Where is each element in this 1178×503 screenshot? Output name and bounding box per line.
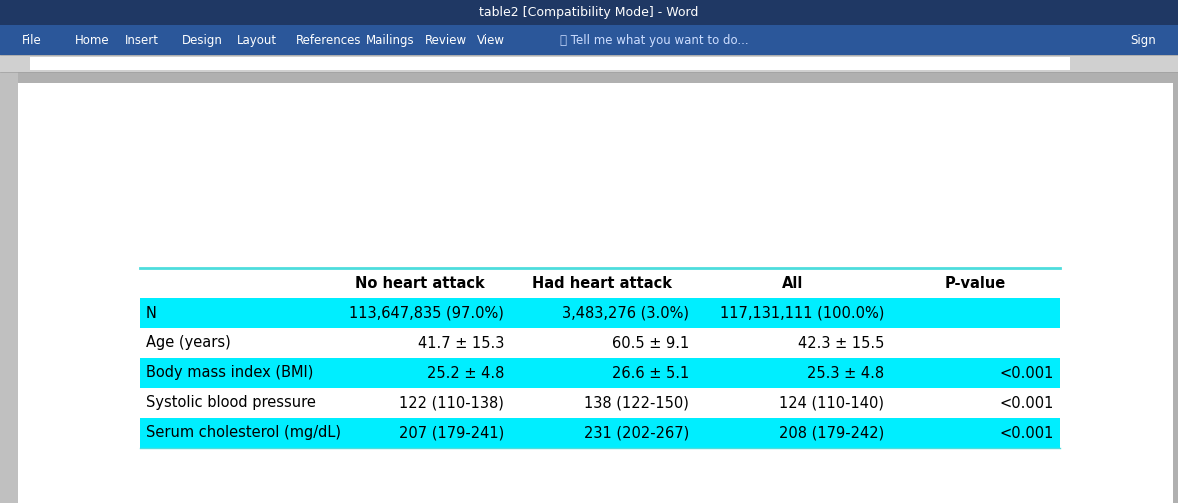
Text: View: View [477, 34, 505, 46]
Text: Sign: Sign [1130, 34, 1156, 46]
Bar [140, 388, 1060, 418]
Text: Insert: Insert [125, 34, 159, 46]
Text: Had heart attack: Had heart attack [532, 277, 673, 292]
Text: Systolic blood pressure: Systolic blood pressure [146, 395, 316, 410]
Text: 3,483,276 (3.0%): 3,483,276 (3.0%) [562, 305, 689, 320]
Bar [140, 418, 1060, 448]
Bar [140, 298, 1060, 328]
Text: 138 (122-150): 138 (122-150) [584, 395, 689, 410]
Text: All: All [782, 277, 803, 292]
Text: 231 (202-267): 231 (202-267) [584, 426, 689, 441]
Text: <0.001: <0.001 [1000, 366, 1054, 380]
Bar [140, 358, 1060, 388]
Text: References: References [296, 34, 362, 46]
Text: 60.5 ± 9.1: 60.5 ± 9.1 [611, 336, 689, 351]
Text: Design: Design [181, 34, 223, 46]
Bar [140, 270, 1060, 298]
Text: File: File [22, 34, 41, 46]
Bar [0, 72, 1178, 503]
Text: P-value: P-value [945, 277, 1006, 292]
Text: 208 (179-242): 208 (179-242) [779, 426, 884, 441]
Text: 25.3 ± 4.8: 25.3 ± 4.8 [807, 366, 884, 380]
Text: 117,131,111 (100.0%): 117,131,111 (100.0%) [720, 305, 884, 320]
Bar [0, 55, 1178, 72]
Bar [29, 57, 1070, 70]
Text: 41.7 ± 15.3: 41.7 ± 15.3 [418, 336, 504, 351]
Text: No heart attack: No heart attack [355, 277, 485, 292]
Text: table2 [Compatibility Mode] - Word: table2 [Compatibility Mode] - Word [479, 6, 699, 19]
Bar [140, 328, 1060, 358]
Text: Age (years): Age (years) [146, 336, 231, 351]
Bar [0, 0, 1178, 25]
Text: 113,647,835 (97.0%): 113,647,835 (97.0%) [349, 305, 504, 320]
Text: 124 (110-140): 124 (110-140) [779, 395, 884, 410]
Text: <0.001: <0.001 [1000, 395, 1054, 410]
Text: 42.3 ± 15.5: 42.3 ± 15.5 [798, 336, 884, 351]
Text: Layout: Layout [237, 34, 277, 46]
Text: 207 (179-241): 207 (179-241) [398, 426, 504, 441]
Text: N: N [146, 305, 157, 320]
Text: <0.001: <0.001 [1000, 426, 1054, 441]
Text: Home: Home [75, 34, 110, 46]
Text: Serum cholesterol (mg/dL): Serum cholesterol (mg/dL) [146, 426, 340, 441]
Text: 25.2 ± 4.8: 25.2 ± 4.8 [426, 366, 504, 380]
Bar [0, 72, 18, 503]
Text: 26.6 ± 5.1: 26.6 ± 5.1 [611, 366, 689, 380]
Text: Mailings: Mailings [366, 34, 415, 46]
Bar [0, 25, 1178, 55]
Text: Review: Review [425, 34, 468, 46]
Bar [18, 83, 1173, 503]
Text: 122 (110-138): 122 (110-138) [399, 395, 504, 410]
Text: ⌕ Tell me what you want to do...: ⌕ Tell me what you want to do... [560, 34, 749, 46]
Text: Body mass index (BMI): Body mass index (BMI) [146, 366, 313, 380]
